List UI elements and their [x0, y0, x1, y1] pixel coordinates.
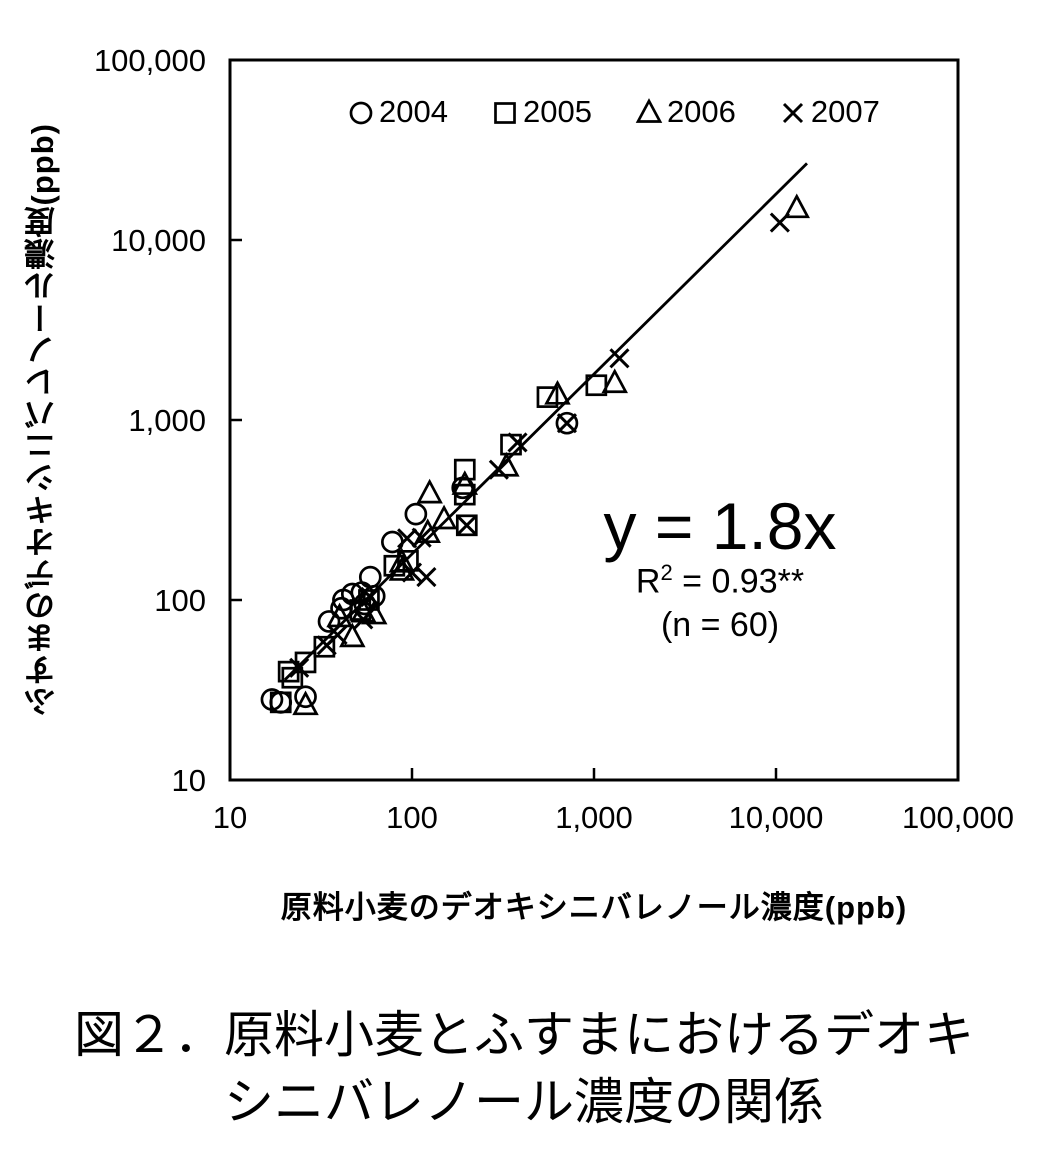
- legend-marker-2004: [349, 101, 373, 125]
- data-point-2007: [411, 527, 432, 548]
- data-point-2007: [609, 348, 630, 369]
- chart-legend: 2004 2005 2006 2007: [347, 94, 880, 130]
- legend-label-2007: 2007: [810, 94, 880, 129]
- figure-caption-line2: シニバレノール濃度の関係: [224, 1074, 824, 1130]
- data-point-2007: [401, 562, 423, 583]
- y-axis-title-text: ふすまのデオキシニバレノール濃度(ppb): [24, 122, 60, 718]
- legend-marker-circle-icon: [349, 101, 373, 125]
- data-point-2006: [416, 478, 443, 504]
- data-point-2004: [555, 411, 579, 435]
- data-point-2005: [455, 514, 478, 537]
- x-tick-label: 1,000: [555, 800, 633, 835]
- data-point-2006: [451, 470, 479, 495]
- y-tick-label: 10,000: [111, 223, 206, 258]
- data-point-2006: [292, 690, 319, 716]
- data-point-2004: [294, 685, 317, 709]
- data-point-2005: [281, 666, 304, 689]
- data-point-2007: [456, 515, 477, 536]
- r-squared-base: R: [635, 562, 661, 601]
- data-point-2006: [388, 547, 416, 573]
- legend-item-2007: 2007: [779, 94, 880, 130]
- y-tick-label: 100: [154, 583, 206, 618]
- scatter-chart: 10 100 1,000 10,000 100,000 10 100 1,000 10,000 1…: [16, 43, 1015, 925]
- data-point-2007: [416, 567, 437, 588]
- data-point-2005: [536, 386, 559, 408]
- regression-equation: y = 1.8x: [603, 489, 837, 563]
- chart-canvas: 10 100 1,000 10,000 100,000 10 100 1,000 10,000 1…: [94, 43, 1014, 835]
- legend-label-2006: 2006: [666, 94, 736, 129]
- series-2007: [289, 212, 790, 678]
- data-point-2007: [353, 609, 374, 630]
- data-point-2006: [601, 368, 628, 394]
- x-tick-label: 10: [213, 800, 247, 835]
- legend-marker-2006: [635, 98, 663, 123]
- x-tick-label: 100: [386, 800, 438, 835]
- data-point-2007: [769, 212, 790, 233]
- r-squared-text: R2 = 0.93**: [555, 560, 885, 601]
- sample-size-text: (n = 60): [660, 606, 780, 644]
- data-point-2007: [327, 624, 348, 645]
- legend-marker-square-icon: [494, 102, 516, 124]
- legend-marker-2005: [494, 102, 516, 124]
- data-point-2007: [556, 413, 577, 434]
- r-squared-sup: 2: [660, 560, 673, 585]
- legend-item-2004: 2004: [347, 94, 448, 130]
- data-point-2006: [544, 379, 571, 405]
- trend-line: [283, 162, 808, 681]
- figure-caption: 図２．原料小麦とふすまにおけるデオキ シニバレノール濃度の関係: [0, 1002, 1048, 1136]
- series-2004: [260, 411, 579, 714]
- data-point-2004: [404, 502, 428, 526]
- data-point-2006: [339, 622, 366, 648]
- x-tick-label: 10,000: [729, 800, 824, 835]
- figure-caption-line1: 図２．原料小麦とふすまにおけるデオキ: [74, 1007, 974, 1063]
- data-point-2006: [493, 451, 520, 477]
- data-point-2006: [430, 504, 458, 530]
- legend-item-2005: 2005: [491, 94, 592, 130]
- data-point-2005: [269, 691, 292, 714]
- legend-item-2006: 2006: [635, 94, 736, 130]
- legend-marker-x-icon: [782, 102, 803, 124]
- data-point-2004: [362, 584, 386, 608]
- legend-label-2005: 2005: [522, 94, 592, 129]
- data-point-2006: [783, 193, 810, 219]
- data-point-2005: [313, 635, 336, 658]
- legend-marker-2007: [782, 102, 803, 124]
- data-point-2005: [453, 458, 476, 481]
- data-point-2007: [397, 528, 418, 549]
- data-point-2004: [317, 610, 341, 633]
- legend-label-2004: 2004: [379, 94, 448, 129]
- data-point-2007: [289, 657, 310, 678]
- data-point-2004: [358, 565, 382, 589]
- data-point-2004: [381, 530, 404, 554]
- y-axis-title: ふすまのデオキシニバレノール濃度(ppb): [16, 60, 68, 780]
- legend-marker-triangle-icon: [635, 98, 663, 123]
- plot-frame: [228, 58, 960, 782]
- r-squared-rest: = 0.93**: [672, 562, 805, 601]
- y-tick-label: 1,000: [128, 403, 206, 438]
- y-tick-label: 10: [172, 763, 206, 798]
- data-point-2007: [507, 432, 528, 453]
- data-point-2005: [294, 651, 317, 674]
- y-tick-label: 100,000: [94, 43, 206, 78]
- x-axis-title: 原料小麦のデオキシニバレノール濃度(ppb): [280, 890, 908, 925]
- x-tick-label: 100,000: [902, 800, 1014, 835]
